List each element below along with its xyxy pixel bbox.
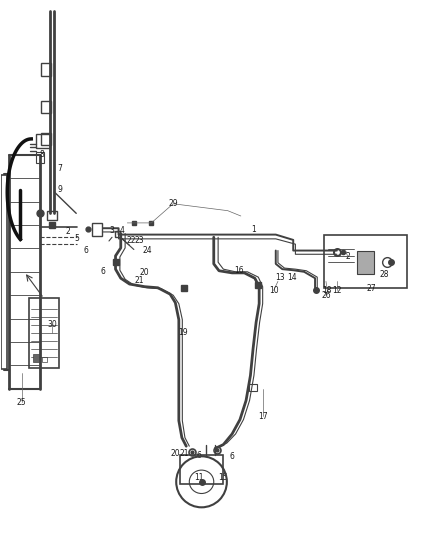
Text: 1: 1	[251, 225, 256, 234]
Bar	[1, 175, 7, 369]
Text: 11: 11	[194, 473, 204, 482]
Bar	[180, 455, 223, 484]
Bar	[41, 101, 51, 114]
Text: 25: 25	[17, 398, 26, 407]
Text: 30: 30	[47, 320, 57, 329]
Bar	[29, 298, 59, 368]
Text: 22: 22	[126, 237, 135, 246]
Bar	[357, 251, 374, 274]
Text: 12: 12	[332, 286, 342, 295]
Text: 2: 2	[346, 253, 350, 261]
Text: 7: 7	[57, 164, 62, 173]
Bar	[47, 211, 57, 220]
Text: 17: 17	[258, 412, 268, 421]
Text: 29: 29	[168, 199, 178, 208]
Text: 16: 16	[234, 266, 244, 275]
Bar	[115, 231, 120, 237]
Bar	[41, 133, 51, 146]
Text: 10: 10	[269, 286, 279, 295]
Text: 9: 9	[57, 185, 62, 194]
Text: 18: 18	[322, 286, 332, 295]
Text: 15: 15	[219, 473, 228, 482]
Text: 6: 6	[101, 268, 106, 276]
Text: 21: 21	[135, 276, 144, 285]
Text: 6: 6	[230, 453, 234, 462]
Text: 20: 20	[170, 449, 180, 458]
Text: 3: 3	[110, 226, 114, 235]
Text: 28: 28	[379, 270, 389, 279]
Bar	[41, 63, 51, 76]
Text: 23: 23	[135, 237, 145, 246]
Text: 26: 26	[321, 291, 331, 300]
Bar	[33, 354, 39, 362]
Text: 5: 5	[74, 234, 80, 243]
Text: 6: 6	[83, 246, 88, 255]
Text: 13: 13	[276, 273, 285, 281]
Text: 20: 20	[140, 269, 150, 277]
Text: 8: 8	[40, 150, 45, 159]
Text: 27: 27	[366, 284, 376, 293]
Text: 4: 4	[120, 226, 124, 235]
Bar	[249, 384, 258, 391]
Text: 19: 19	[178, 328, 188, 337]
Text: 6: 6	[197, 451, 202, 460]
Bar	[92, 223, 102, 236]
Bar	[35, 134, 50, 149]
Bar	[35, 152, 44, 163]
Text: 2: 2	[66, 228, 71, 237]
Text: 21: 21	[179, 449, 189, 458]
Text: 14: 14	[287, 273, 297, 281]
Bar	[42, 357, 47, 362]
Text: 24: 24	[142, 246, 152, 255]
Bar	[324, 235, 407, 288]
